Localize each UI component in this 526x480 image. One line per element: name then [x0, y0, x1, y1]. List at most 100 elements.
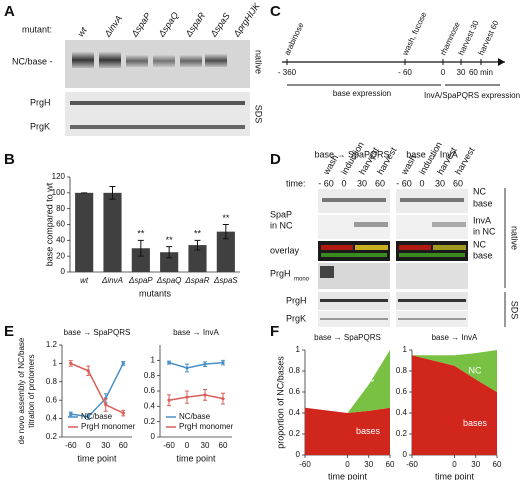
y-tick-label: 1: [403, 345, 408, 354]
y-tick-label: 0.8: [396, 366, 408, 375]
x-tick-label: 60: [219, 441, 228, 450]
y-tick-label: 0.8: [46, 377, 58, 386]
y-tick-label: 60: [56, 220, 65, 229]
x-axis-label: time point: [77, 453, 117, 463]
x-tick-label: ΔspaS: [213, 276, 238, 285]
mutant-label: mutant:: [22, 24, 52, 34]
lane-label: ΔinvA: [102, 13, 124, 39]
x-tick-label: 0: [345, 460, 350, 469]
point: [104, 403, 108, 407]
significance-label: **: [222, 213, 230, 223]
area-label: NC: [362, 373, 375, 383]
area: [412, 355, 497, 455]
y-tick-label: 0.6: [396, 387, 408, 396]
point: [185, 366, 189, 370]
blot-label: PrgH: [30, 97, 51, 107]
x-tick-label: 30: [364, 460, 373, 469]
point: [185, 395, 189, 399]
chart-title: base → SpaPQRS: [314, 333, 381, 342]
x-tick-label: 0: [452, 460, 457, 469]
x-tick-label: wt: [80, 276, 89, 285]
y-tick-label: 20: [56, 251, 65, 260]
bar: [216, 231, 235, 272]
y-tick-label: 0.4: [144, 401, 156, 410]
y-tick-label: 0.8: [289, 366, 301, 375]
y-tick-label: 0: [151, 432, 156, 441]
point: [69, 412, 73, 416]
legend-label: NC/base: [81, 412, 113, 421]
lane-label: ΔspaQ: [156, 10, 181, 39]
point: [167, 398, 171, 402]
x-tick-label: -60: [406, 460, 418, 469]
time-label: - 60: [398, 68, 412, 77]
x-tick-label: -60: [65, 441, 77, 450]
point: [121, 361, 125, 365]
x-tick-label: -60: [163, 441, 175, 450]
bar: [103, 192, 122, 272]
row-label: overlay: [270, 245, 300, 255]
row-label: SpaP: [270, 209, 292, 219]
timeline: [282, 58, 505, 86]
area: [305, 407, 390, 455]
y-tick-label: 80: [56, 204, 65, 213]
lane-label: wash: [399, 153, 419, 177]
x-tick-label: 0: [86, 441, 91, 450]
panel-label: B: [4, 151, 15, 168]
x-axis-label: time point: [435, 471, 475, 480]
band-label: NC: [473, 239, 486, 249]
event-label: arabinose: [283, 21, 306, 57]
bar: [188, 245, 207, 272]
line: [70, 362, 124, 414]
area-label: bases: [356, 426, 381, 436]
point: [203, 393, 207, 397]
x-tick-label: 30: [201, 441, 210, 450]
row-label-sub: mono: [294, 277, 310, 283]
point: [86, 369, 90, 373]
band-label: base: [473, 250, 493, 260]
time-value: - 60: [396, 178, 412, 188]
bar: [131, 248, 150, 272]
legend-label: NC/base: [179, 412, 211, 421]
time-label: - 360: [278, 68, 297, 77]
y-tick-label: 0.8: [144, 371, 156, 380]
y-axis-label: proportion of NC/bases: [275, 356, 285, 449]
band-label: NC/base -: [12, 56, 53, 66]
time-label: time:: [286, 178, 306, 188]
x-tick-label: 60: [119, 441, 128, 450]
significance-label: **: [166, 235, 174, 245]
y-tick-label: 120: [52, 172, 66, 181]
legend-label: PrgH monomer: [179, 422, 234, 431]
area: [412, 350, 497, 392]
x-tick-label: 60: [493, 460, 502, 469]
x-tick-label: 0: [185, 441, 190, 450]
error-bar: [166, 246, 173, 259]
y-axis-label: de novo assembly of NC/base: [17, 337, 26, 444]
line: [70, 363, 124, 418]
line: [168, 394, 224, 401]
y-tick-label: 1: [53, 359, 58, 368]
gel-title: base → SpaPQRS: [314, 149, 389, 159]
row-label: PrgH: [286, 295, 307, 305]
time-value: 60: [375, 178, 385, 188]
row-label: PrgH: [270, 268, 291, 278]
panel-label: E: [4, 323, 14, 340]
y-tick-label: 100: [52, 188, 66, 197]
event-label: harvest 60: [477, 19, 501, 57]
x-tick-label: 60: [386, 460, 395, 469]
x-axis-label: time point: [176, 453, 216, 463]
row-label: in NC: [270, 220, 293, 230]
y-tick-label: 0.6: [144, 386, 156, 395]
lane-label: ΔspaS: [208, 11, 232, 39]
y-tick-label: 1: [296, 345, 301, 354]
y-tick-label: 1.2: [46, 340, 58, 349]
point: [167, 361, 171, 365]
legend-label: PrgH monomer: [81, 422, 136, 431]
panel-label: A: [4, 3, 15, 20]
error-bar: [194, 239, 201, 251]
panel-label: D: [270, 151, 281, 168]
y-axis-label: base compared to wt: [44, 182, 54, 266]
point: [86, 415, 90, 419]
bar: [75, 192, 94, 272]
lane-label: ΔprgHIJK: [231, 0, 262, 39]
